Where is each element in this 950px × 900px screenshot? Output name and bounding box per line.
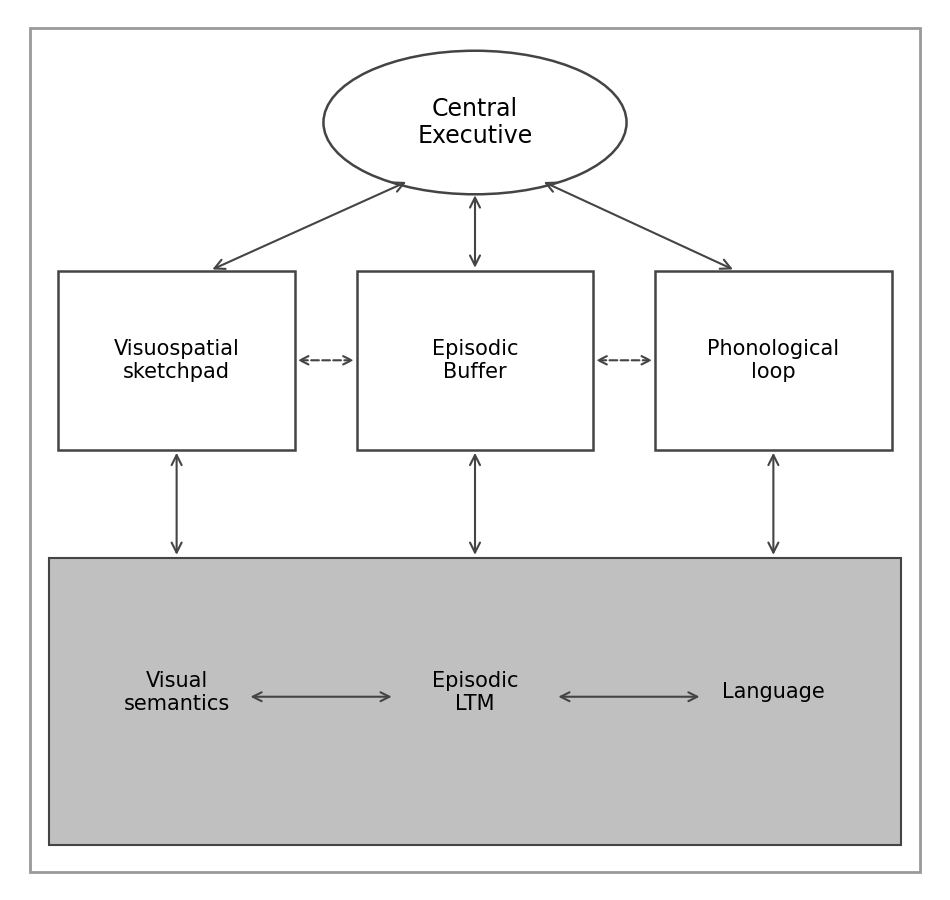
Text: Visuospatial
sketchpad: Visuospatial sketchpad — [114, 338, 239, 382]
FancyBboxPatch shape — [58, 271, 295, 450]
Text: Language: Language — [722, 682, 825, 702]
FancyBboxPatch shape — [356, 271, 594, 450]
Text: Episodic
LTM: Episodic LTM — [431, 670, 519, 714]
Text: Central
Executive: Central Executive — [417, 96, 533, 148]
Text: Visual
semantics: Visual semantics — [124, 670, 230, 714]
FancyBboxPatch shape — [655, 271, 892, 450]
FancyBboxPatch shape — [29, 28, 921, 872]
FancyBboxPatch shape — [48, 558, 902, 845]
Text: Phonological
loop: Phonological loop — [708, 338, 840, 382]
Ellipse shape — [323, 50, 627, 194]
Text: Episodic
Buffer: Episodic Buffer — [431, 338, 519, 382]
